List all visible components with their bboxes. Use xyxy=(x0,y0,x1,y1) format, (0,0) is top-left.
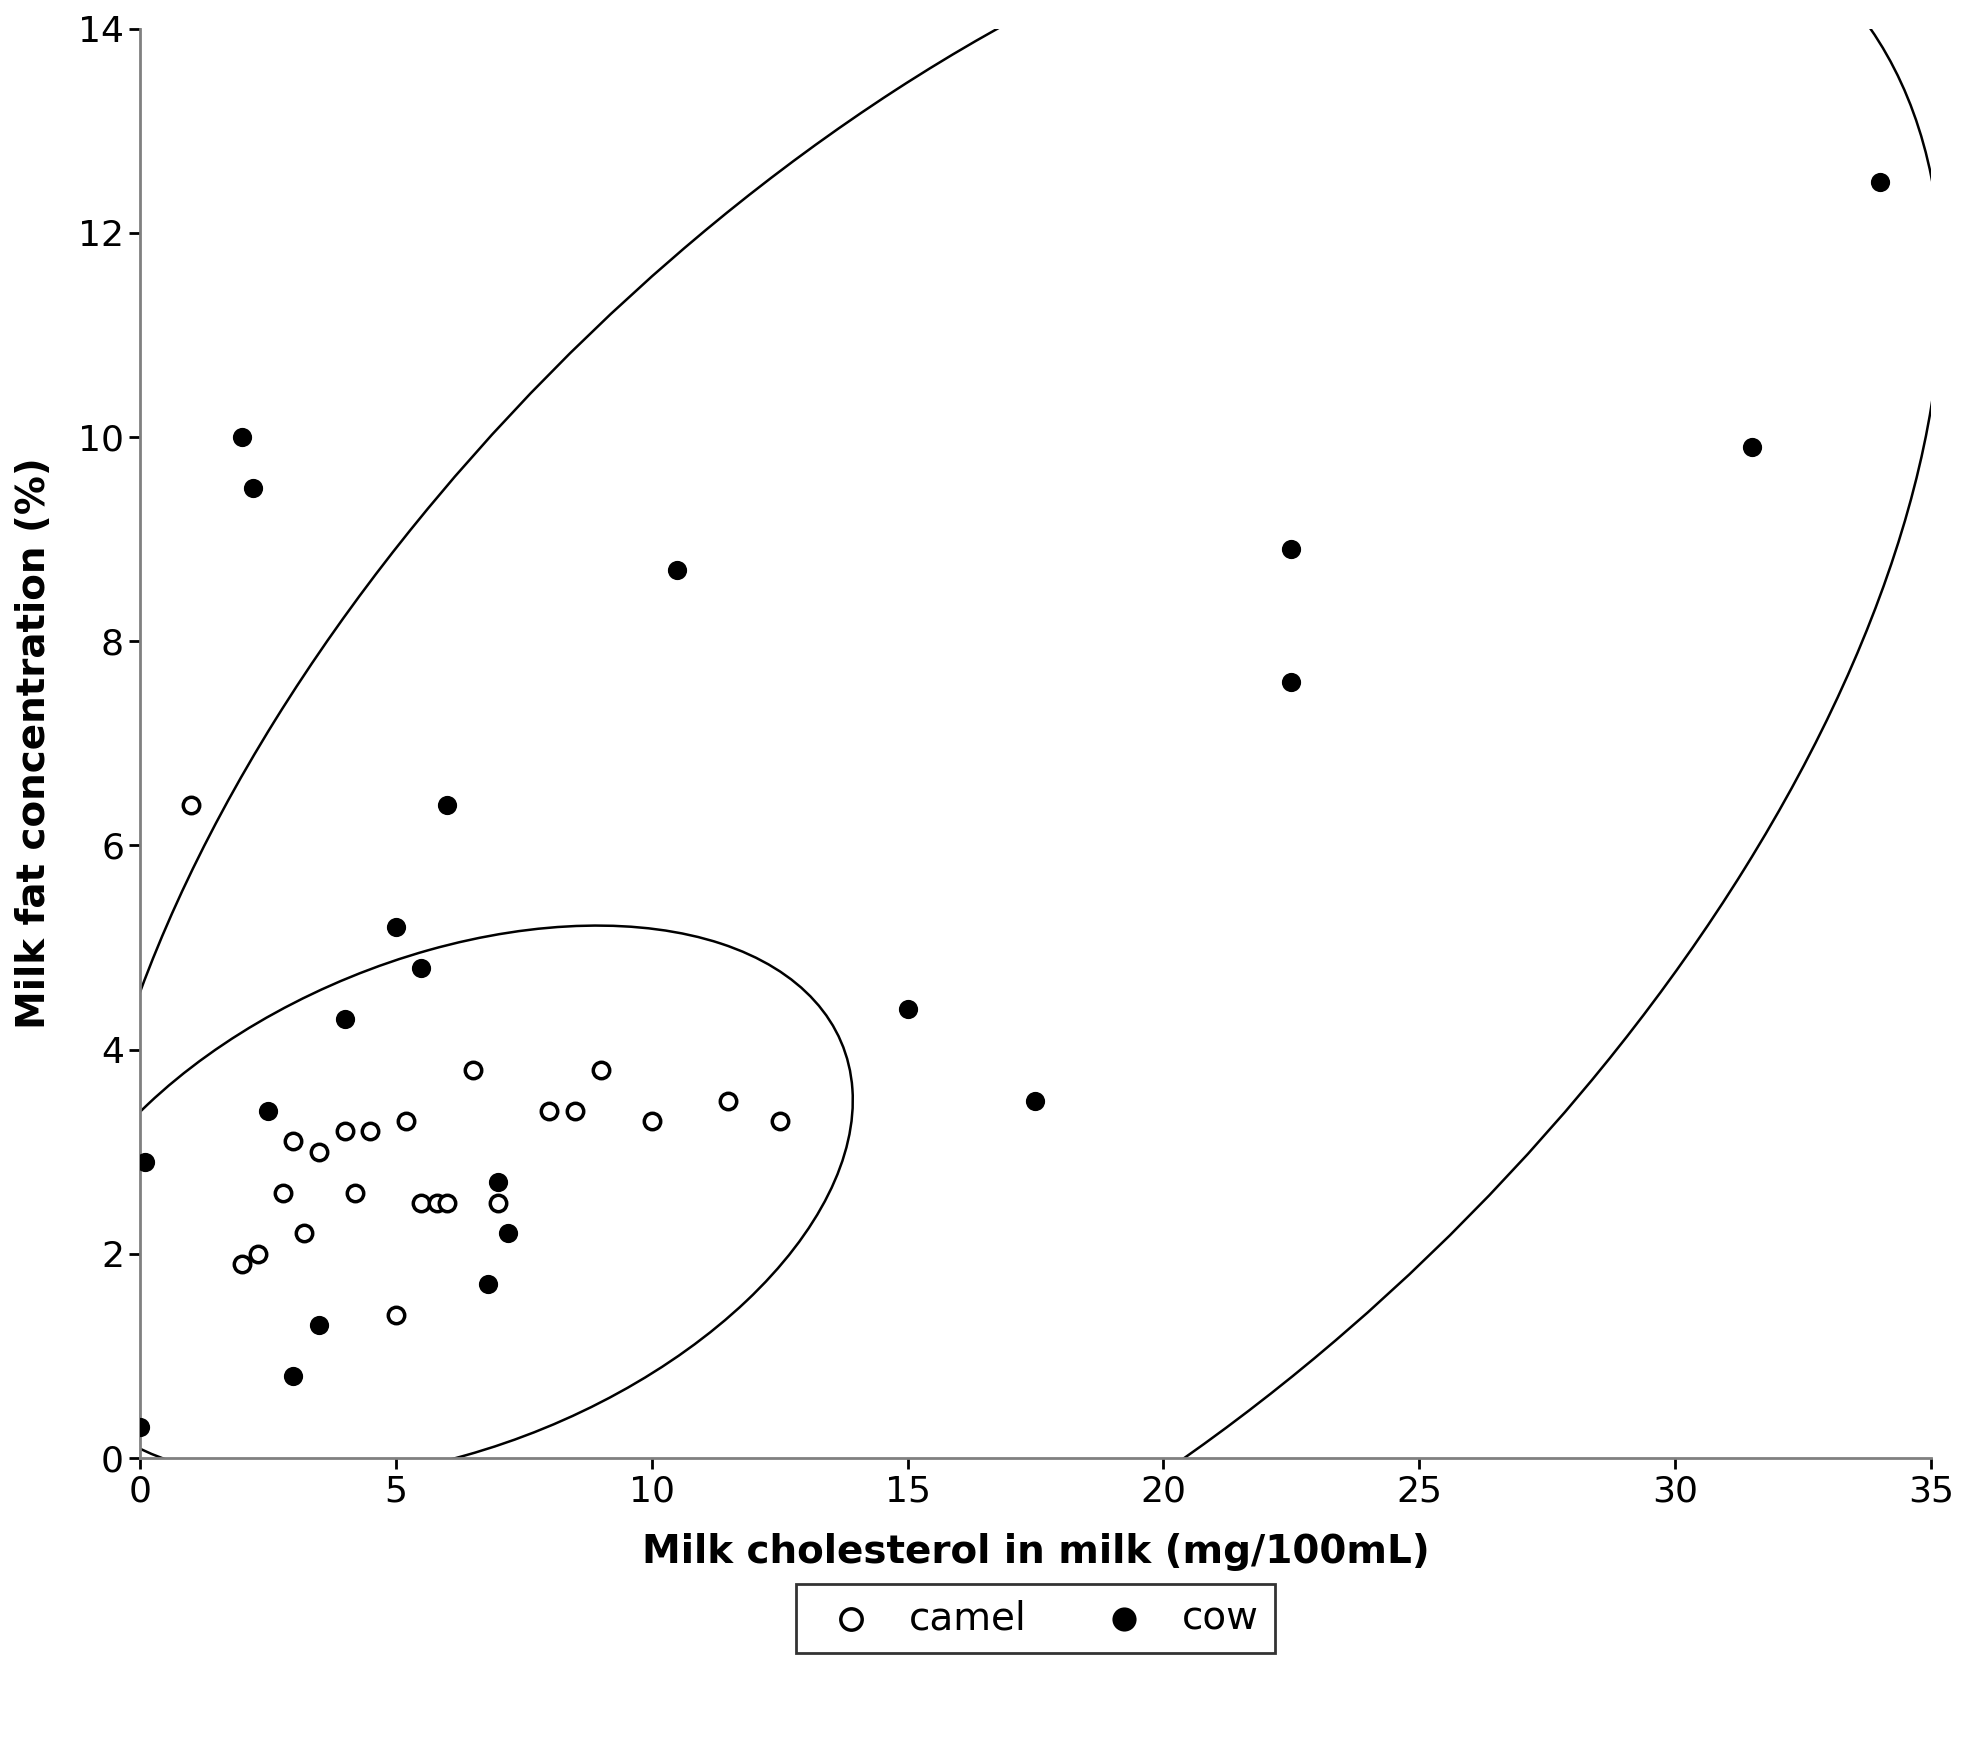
camel xyxy=(431,1188,463,1216)
camel xyxy=(390,1107,421,1135)
camel xyxy=(329,1118,360,1146)
cow xyxy=(473,1271,504,1299)
camel xyxy=(226,1250,258,1278)
cow xyxy=(1276,668,1307,696)
camel xyxy=(764,1107,795,1135)
cow xyxy=(1737,434,1768,462)
camel xyxy=(534,1097,565,1125)
cow xyxy=(431,790,463,818)
X-axis label: Milk cholesterol in milk (mg/100mL): Milk cholesterol in milk (mg/100mL) xyxy=(642,1534,1429,1571)
camel xyxy=(406,1188,437,1216)
camel xyxy=(482,1188,514,1216)
camel xyxy=(457,1056,488,1084)
cow xyxy=(1865,167,1896,196)
cow xyxy=(130,1148,161,1176)
cow xyxy=(278,1363,309,1391)
camel xyxy=(268,1178,299,1206)
camel xyxy=(339,1178,370,1206)
Legend: camel, cow: camel, cow xyxy=(795,1583,1274,1654)
cow xyxy=(1020,1086,1051,1114)
camel xyxy=(380,1301,412,1329)
camel xyxy=(636,1107,667,1135)
cow xyxy=(252,1097,284,1125)
camel xyxy=(585,1056,616,1084)
camel xyxy=(242,1239,274,1268)
cow xyxy=(124,1414,156,1442)
camel xyxy=(421,1188,453,1216)
Y-axis label: Milk fat concentration (%): Milk fat concentration (%) xyxy=(16,457,53,1030)
cow xyxy=(380,913,412,941)
cow xyxy=(1276,536,1307,564)
camel xyxy=(278,1127,309,1155)
camel xyxy=(287,1220,319,1248)
cow xyxy=(662,555,693,584)
cow xyxy=(406,954,437,982)
cow xyxy=(236,474,268,502)
cow xyxy=(892,994,923,1023)
cow xyxy=(482,1169,514,1197)
camel xyxy=(559,1097,591,1125)
cow xyxy=(226,423,258,451)
camel xyxy=(303,1137,335,1165)
camel xyxy=(354,1118,386,1146)
camel xyxy=(713,1086,744,1114)
cow xyxy=(492,1220,524,1248)
cow xyxy=(303,1312,335,1340)
cow xyxy=(329,1005,360,1033)
camel xyxy=(175,790,207,818)
